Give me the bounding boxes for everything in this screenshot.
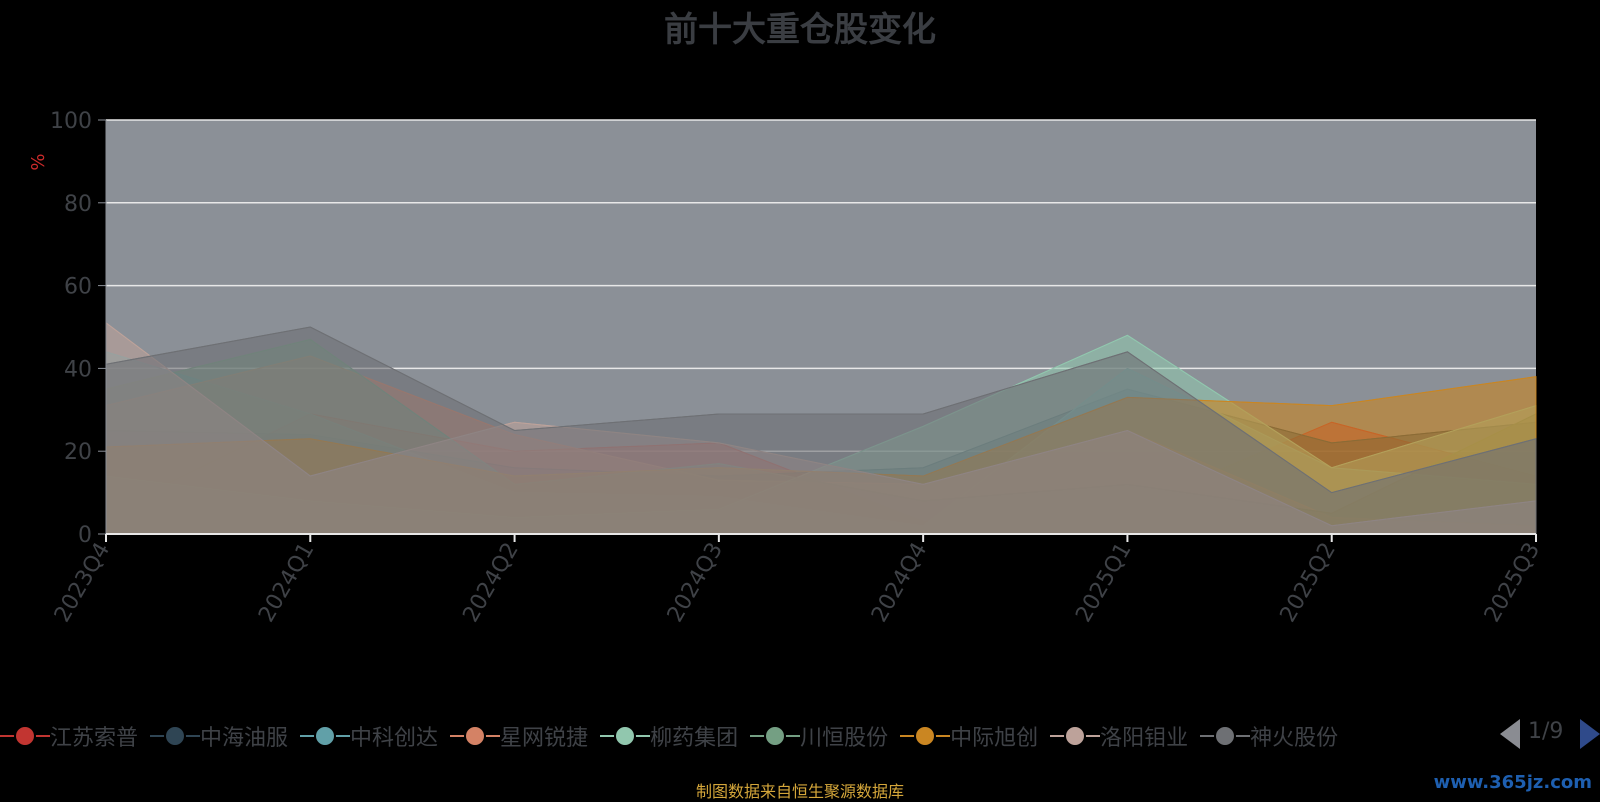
legend-item[interactable]: 中海油服 [150, 718, 288, 754]
legend-marker-icon [150, 718, 201, 754]
legend-item[interactable]: 江苏索普 [0, 718, 138, 754]
watermark: www.365jz.com [1433, 772, 1592, 793]
y-axis-label: % [28, 153, 49, 170]
x-tick-label: 2024Q3 [663, 539, 728, 627]
x-tick-label: 2025Q1 [1071, 539, 1136, 627]
legend-item[interactable]: 川恒股份 [750, 718, 888, 754]
legend-item[interactable]: 神火股份 [1200, 718, 1338, 754]
legend-next-arrow-icon[interactable] [1580, 719, 1600, 749]
legend-label: 星网锐捷 [500, 726, 589, 751]
y-tick-label: 60 [64, 275, 92, 300]
legend: 江苏索普 中海油服 中科创达 星网锐捷 柳药集团 川恒股份 中际旭创 洛阳钼业 神火股份 [0, 718, 1470, 754]
area-chart: 0 20 40 60 80 100 2023Q4 2024Q1 2024Q2 2024Q3 2024… [28, 109, 1545, 627]
legend-label: 洛阳钼业 [1100, 726, 1189, 751]
legend-label: 柳药集团 [650, 726, 739, 751]
y-tick-label: 20 [64, 440, 92, 465]
legend-item[interactable]: 柳药集团 [600, 718, 738, 754]
y-tick-label: 100 [50, 109, 92, 134]
legend-label: 中海油服 [200, 726, 289, 751]
legend-marker-icon [750, 718, 801, 754]
legend-marker-icon [0, 718, 50, 754]
legend-label: 川恒股份 [800, 726, 889, 751]
x-tick-label: 2024Q4 [867, 539, 932, 627]
legend-marker-icon [600, 718, 651, 754]
legend-marker-icon [1200, 718, 1251, 754]
x-tick-label: 2024Q2 [458, 539, 523, 627]
legend-marker-icon [300, 718, 351, 754]
legend-item[interactable]: 洛阳钼业 [1050, 718, 1188, 754]
legend-label: 中科创达 [350, 726, 439, 751]
legend-page-indicator: 1/9 [1528, 719, 1564, 744]
x-tick-label: 2023Q4 [50, 539, 115, 627]
x-tick-label: 2025Q3 [1480, 539, 1545, 627]
legend-label: 江苏索普 [50, 726, 139, 751]
y-tick-label: 40 [64, 357, 92, 382]
legend-marker-icon [1050, 718, 1101, 754]
legend-pager: 1/9 [1500, 716, 1600, 752]
source-note: 制图数据来自恒生聚源数据库 [695, 782, 904, 801]
legend-item[interactable]: 中际旭创 [900, 718, 1038, 754]
legend-prev-arrow-icon[interactable] [1500, 719, 1520, 749]
legend-marker-icon [450, 718, 501, 754]
legend-item[interactable]: 中科创达 [300, 718, 438, 754]
legend-label: 神火股份 [1250, 726, 1339, 751]
x-tick-label: 2025Q2 [1276, 539, 1341, 627]
legend-item[interactable]: 星网锐捷 [450, 718, 588, 754]
y-tick-label: 80 [64, 192, 92, 217]
series-areas [105, 321, 1537, 535]
y-tick-label: 0 [78, 523, 92, 548]
series-line [105, 326, 1537, 494]
legend-marker-icon [900, 718, 951, 754]
chart-title: 前十大重仓股变化 [664, 10, 936, 50]
x-tick-label: 2024Q1 [254, 539, 319, 627]
legend-label: 中际旭创 [950, 726, 1039, 751]
